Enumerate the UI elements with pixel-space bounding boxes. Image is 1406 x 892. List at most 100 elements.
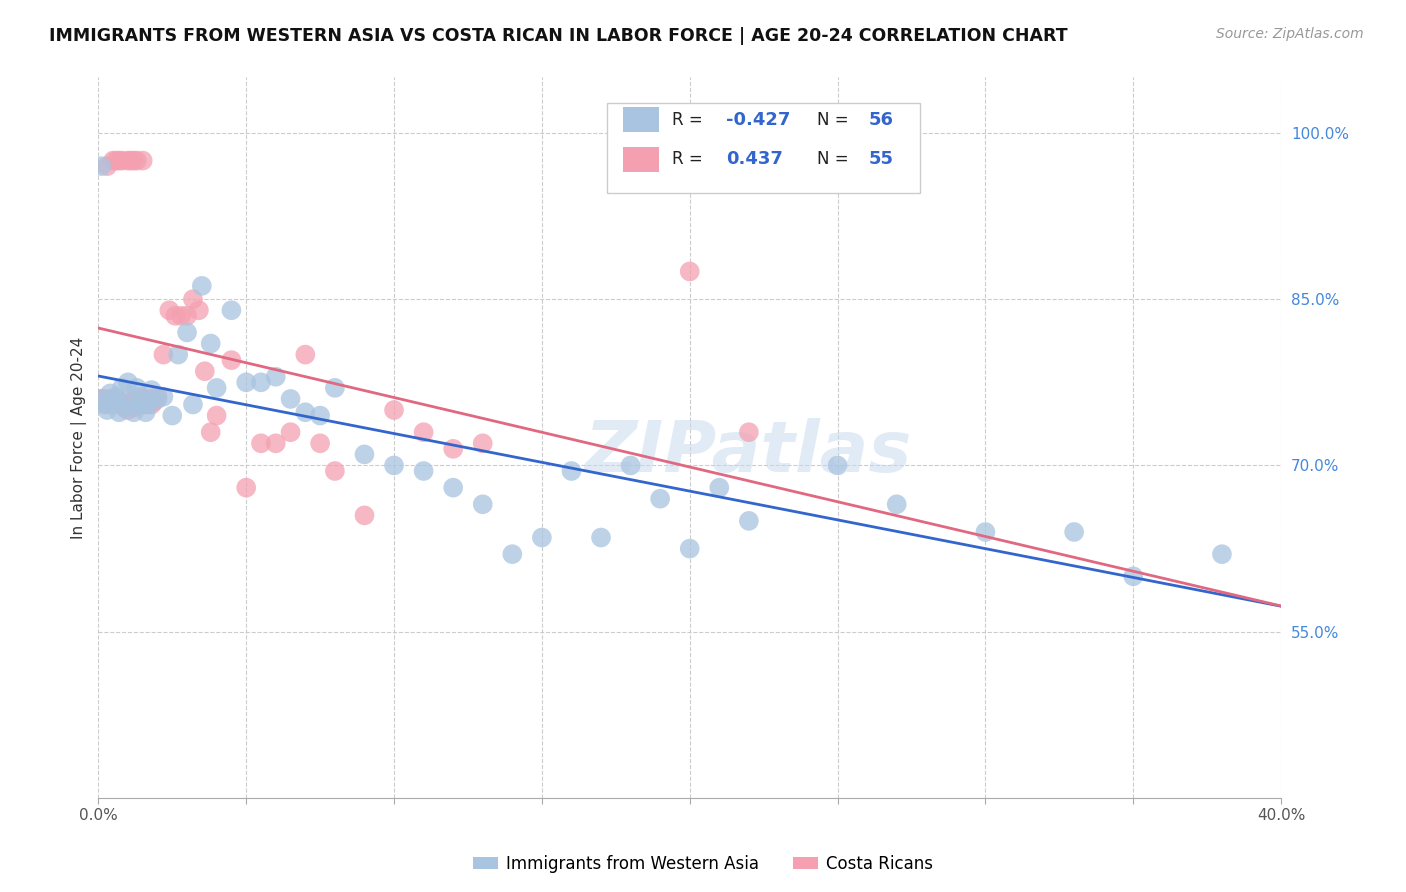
Point — [105, 392, 128, 406]
Point — [1211, 547, 1233, 561]
Point — [471, 436, 494, 450]
Text: -0.427: -0.427 — [727, 111, 790, 128]
Point — [93, 397, 115, 411]
Point — [135, 405, 157, 419]
Point — [125, 392, 148, 406]
Point — [101, 397, 124, 411]
Point — [114, 401, 136, 415]
Point — [886, 497, 908, 511]
Text: R =: R = — [672, 151, 709, 169]
Point — [131, 397, 153, 411]
Legend: Immigrants from Western Asia, Costa Ricans: Immigrants from Western Asia, Costa Rica… — [467, 848, 939, 880]
Text: N =: N = — [817, 151, 855, 169]
Point — [117, 403, 139, 417]
Point — [170, 309, 193, 323]
Point — [235, 481, 257, 495]
Point — [280, 392, 302, 406]
Point — [111, 381, 134, 395]
Point — [827, 458, 849, 473]
Point — [323, 464, 346, 478]
Point — [122, 405, 145, 419]
Point — [122, 401, 145, 415]
Point — [122, 153, 145, 168]
Point — [120, 153, 142, 168]
Point — [353, 508, 375, 523]
Point — [205, 381, 228, 395]
Point — [96, 403, 118, 417]
Point — [560, 464, 582, 478]
Point — [108, 394, 131, 409]
Point — [90, 159, 112, 173]
Text: 55: 55 — [869, 151, 893, 169]
Point — [650, 491, 672, 506]
Point — [135, 397, 157, 411]
Point — [200, 336, 222, 351]
Point — [111, 153, 134, 168]
Point — [131, 153, 153, 168]
Point — [194, 364, 217, 378]
Point — [382, 458, 405, 473]
Point — [441, 442, 464, 456]
Point — [111, 397, 134, 411]
Point — [128, 397, 150, 411]
Point — [117, 376, 139, 390]
Point — [176, 326, 198, 340]
Point — [141, 383, 163, 397]
Point — [309, 409, 332, 423]
Point — [120, 397, 142, 411]
Point — [96, 159, 118, 173]
Point — [141, 397, 163, 411]
Point — [138, 397, 160, 411]
Point — [264, 369, 287, 384]
Point — [353, 447, 375, 461]
Point — [191, 278, 214, 293]
Point — [382, 403, 405, 417]
Point — [294, 348, 316, 362]
Point — [264, 436, 287, 450]
Y-axis label: In Labor Force | Age 20-24: In Labor Force | Age 20-24 — [72, 336, 87, 539]
Point — [131, 392, 153, 406]
Point — [128, 390, 150, 404]
Point — [221, 353, 243, 368]
Point — [309, 436, 332, 450]
Point — [412, 464, 434, 478]
Point — [120, 394, 142, 409]
Point — [114, 401, 136, 415]
Point — [250, 376, 273, 390]
Point — [152, 348, 174, 362]
Point — [108, 153, 131, 168]
Point — [619, 458, 641, 473]
Point — [235, 376, 257, 390]
Point — [98, 392, 121, 406]
Text: 56: 56 — [869, 111, 893, 128]
Point — [738, 425, 761, 440]
Point — [294, 405, 316, 419]
Point — [323, 381, 346, 395]
Point — [530, 531, 553, 545]
Point — [125, 153, 148, 168]
Point — [200, 425, 222, 440]
Point — [96, 397, 118, 411]
Point — [1122, 569, 1144, 583]
Point — [679, 264, 702, 278]
Point — [152, 390, 174, 404]
Point — [471, 497, 494, 511]
Point — [280, 425, 302, 440]
Point — [412, 425, 434, 440]
Text: ZIPatlas: ZIPatlas — [585, 417, 912, 487]
Point — [221, 303, 243, 318]
Point — [101, 153, 124, 168]
Point — [441, 481, 464, 495]
Point — [501, 547, 523, 561]
Point — [146, 390, 169, 404]
Point — [181, 292, 204, 306]
Point — [738, 514, 761, 528]
Point — [165, 309, 187, 323]
Point — [117, 153, 139, 168]
Point — [157, 303, 180, 318]
Text: IMMIGRANTS FROM WESTERN ASIA VS COSTA RICAN IN LABOR FORCE | AGE 20-24 CORRELATI: IMMIGRANTS FROM WESTERN ASIA VS COSTA RI… — [49, 27, 1067, 45]
Point — [176, 309, 198, 323]
FancyBboxPatch shape — [623, 147, 659, 171]
Point — [679, 541, 702, 556]
Point — [187, 303, 209, 318]
